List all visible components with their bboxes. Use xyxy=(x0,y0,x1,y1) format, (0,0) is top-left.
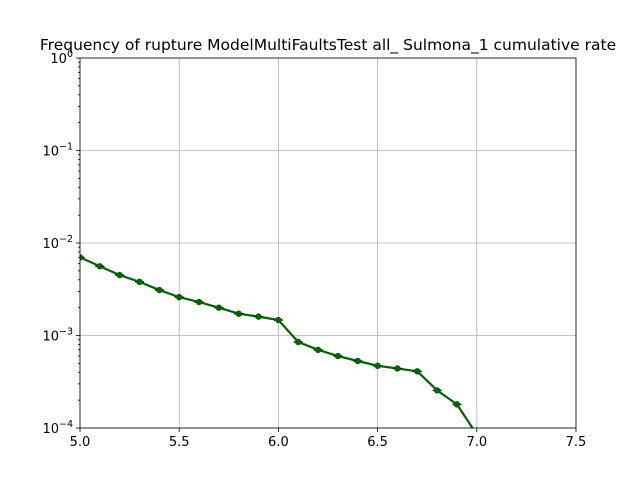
data-point xyxy=(354,357,361,365)
data-point xyxy=(215,304,223,311)
x-tick-label: 7.0 xyxy=(466,435,487,450)
grid xyxy=(79,57,577,429)
x-tick-label: 6.0 xyxy=(268,435,289,450)
x-tick-label: 5.0 xyxy=(70,435,91,450)
series-layer xyxy=(80,254,474,428)
data-point xyxy=(275,316,282,324)
y-tick-label: 10−4 xyxy=(42,419,73,437)
data-point xyxy=(195,298,203,306)
chart-title: Frequency of rupture ModelMultiFaultsTes… xyxy=(40,36,616,55)
data-point xyxy=(414,368,421,375)
y-tick-label: 10−1 xyxy=(42,142,73,160)
data-point xyxy=(176,293,183,301)
ticks: 5.0 5.5 6.0 6.5 7.0 7.5 100 10−1 10−2 10−3 10−4 xyxy=(42,49,586,450)
data-point xyxy=(295,338,302,346)
data-point xyxy=(96,263,104,270)
y-tick-label: 100 xyxy=(50,49,73,67)
data-point xyxy=(116,271,123,279)
y-tick-label: 10−3 xyxy=(42,327,73,345)
data-point xyxy=(394,365,401,372)
data-point xyxy=(374,362,381,370)
data-point xyxy=(235,310,242,317)
x-tick-label: 5.5 xyxy=(169,435,190,450)
data-point xyxy=(453,401,461,408)
x-tick-label: 7.5 xyxy=(566,435,587,450)
data-point xyxy=(156,286,163,294)
data-point xyxy=(314,346,322,354)
data-point xyxy=(334,352,342,360)
data-point xyxy=(136,278,143,286)
data-point xyxy=(255,313,262,320)
y-tick-label: 10−2 xyxy=(42,234,73,252)
data-point xyxy=(433,387,441,394)
x-tick-label: 6.5 xyxy=(367,435,388,450)
